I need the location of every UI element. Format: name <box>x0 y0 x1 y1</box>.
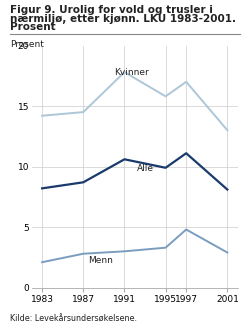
Text: nærmiljø, etter kjønn. LKU 1983-2001.: nærmiljø, etter kjønn. LKU 1983-2001. <box>10 14 236 24</box>
Text: Menn: Menn <box>88 256 113 266</box>
Text: Kvinner: Kvinner <box>114 68 149 77</box>
Text: Kilde: Levekårsundersøkelsene.: Kilde: Levekårsundersøkelsene. <box>10 314 137 323</box>
Text: Alle: Alle <box>137 164 154 174</box>
Text: Prosent: Prosent <box>10 40 44 49</box>
Text: Prosent: Prosent <box>10 22 55 32</box>
Text: Figur 9. Urolig for vold og trusler i: Figur 9. Urolig for vold og trusler i <box>10 5 213 15</box>
